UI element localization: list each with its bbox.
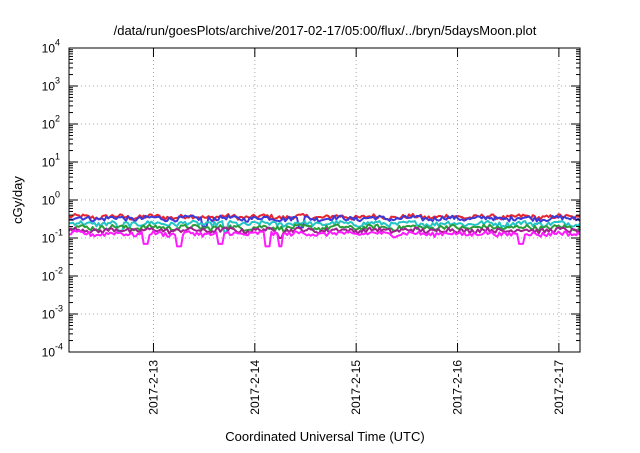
x-tick-label: 2017-2-14 — [248, 360, 262, 415]
x-tick-label: 2017-2-17 — [552, 360, 566, 415]
chart-title: /data/run/goesPlots/archive/2017-02-17/0… — [114, 23, 537, 38]
x-tick-label: 2017-2-16 — [451, 360, 465, 415]
y-tick-label: 10 — [42, 346, 56, 360]
data-series-line — [68, 223, 581, 232]
y-tick-label: 10 — [42, 232, 56, 246]
y-tick-label-exponent: 3 — [55, 76, 60, 86]
y-tick-label-exponent: -2 — [55, 266, 63, 276]
y-tick-label-exponent: 2 — [55, 114, 60, 124]
grid-layer — [69, 48, 580, 352]
data-series-line — [68, 219, 581, 234]
y-tick-label: 10 — [42, 270, 56, 284]
y-tick-label-exponent: 0 — [55, 190, 60, 200]
series-layer — [68, 212, 581, 248]
data-series-line — [69, 214, 581, 229]
x-tick-label: 2017-2-15 — [349, 360, 363, 415]
data-series-line — [68, 229, 581, 248]
y-tick-label-exponent: -3 — [55, 304, 63, 314]
y-tick-label-exponent: 4 — [55, 38, 60, 48]
y-tick-label-exponent: -4 — [55, 342, 63, 352]
y-tick-label: 10 — [42, 42, 56, 56]
y-tick-label: 10 — [42, 194, 56, 208]
y-tick-label: 10 — [42, 156, 56, 170]
y-axis-label: cGy/day — [10, 176, 25, 224]
y-tick-label: 10 — [42, 308, 56, 322]
x-axis-label: Coordinated Universal Time (UTC) — [225, 429, 424, 444]
y-tick-label-exponent: -1 — [55, 228, 63, 238]
y-tick-label: 10 — [42, 118, 56, 132]
x-tick-label: 2017-2-13 — [146, 360, 160, 415]
y-tick-label-exponent: 1 — [55, 152, 60, 162]
y-tick-label: 10 — [42, 80, 56, 94]
